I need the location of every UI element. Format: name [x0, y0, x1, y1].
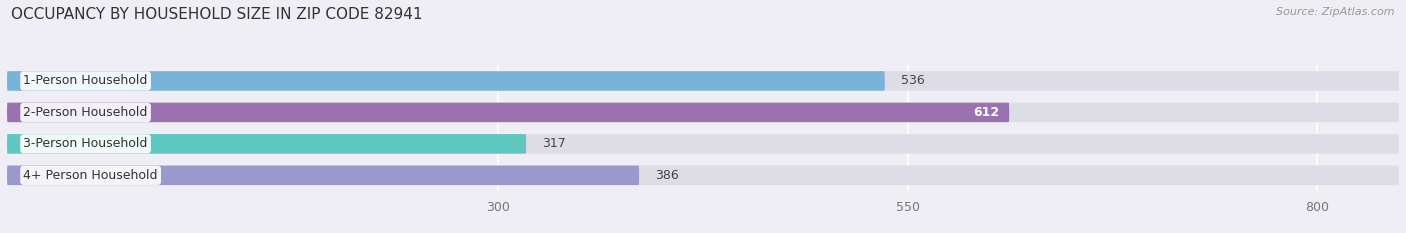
- Text: Source: ZipAtlas.com: Source: ZipAtlas.com: [1277, 7, 1395, 17]
- Text: 3-Person Household: 3-Person Household: [24, 137, 148, 150]
- FancyBboxPatch shape: [7, 134, 526, 154]
- FancyBboxPatch shape: [7, 166, 1399, 185]
- Text: 1-Person Household: 1-Person Household: [24, 75, 148, 87]
- Text: 2-Person Household: 2-Person Household: [24, 106, 148, 119]
- Text: 386: 386: [655, 169, 679, 182]
- FancyBboxPatch shape: [7, 103, 1399, 122]
- FancyBboxPatch shape: [7, 166, 640, 185]
- Text: 536: 536: [901, 75, 925, 87]
- Text: OCCUPANCY BY HOUSEHOLD SIZE IN ZIP CODE 82941: OCCUPANCY BY HOUSEHOLD SIZE IN ZIP CODE …: [11, 7, 423, 22]
- FancyBboxPatch shape: [7, 71, 1399, 91]
- FancyBboxPatch shape: [7, 71, 884, 91]
- Text: 612: 612: [973, 106, 1000, 119]
- Text: 317: 317: [543, 137, 567, 150]
- Text: 4+ Person Household: 4+ Person Household: [24, 169, 157, 182]
- FancyBboxPatch shape: [7, 134, 1399, 154]
- FancyBboxPatch shape: [7, 103, 1010, 122]
